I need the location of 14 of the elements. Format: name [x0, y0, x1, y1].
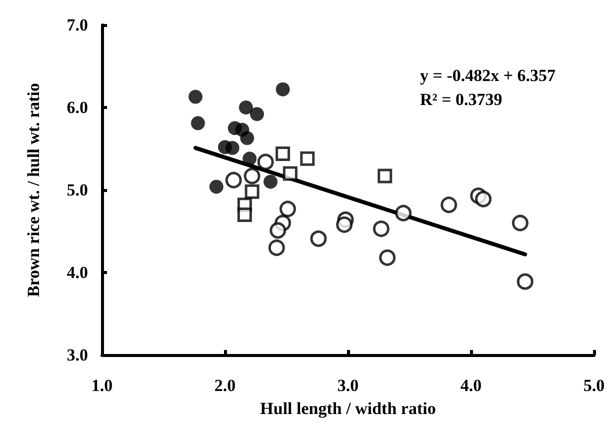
annotation: y = -0.482x + 6.357: [420, 66, 556, 85]
y-tick-label: 6.0: [66, 98, 88, 117]
x-axis-title: Hull length / width ratio: [260, 399, 436, 418]
y-tick-label: 5.0: [66, 180, 88, 200]
x-tick-label: 5.0: [583, 376, 605, 395]
x-tick-label: 4.0: [460, 376, 482, 395]
y-axis-title: Brown rice wt. / hull wt. ratio: [24, 82, 43, 298]
y-tick-label: 4.0: [66, 263, 88, 282]
x-tick-label: 1.0: [91, 376, 113, 395]
x-tick-label: 3.0: [337, 376, 359, 395]
annotation: R² = 0.3739: [420, 90, 502, 109]
y-tick-label: 3.0: [66, 346, 88, 364]
x-tick-label: 2.0: [214, 376, 236, 395]
y-tick-label: 7.0: [66, 16, 88, 34]
